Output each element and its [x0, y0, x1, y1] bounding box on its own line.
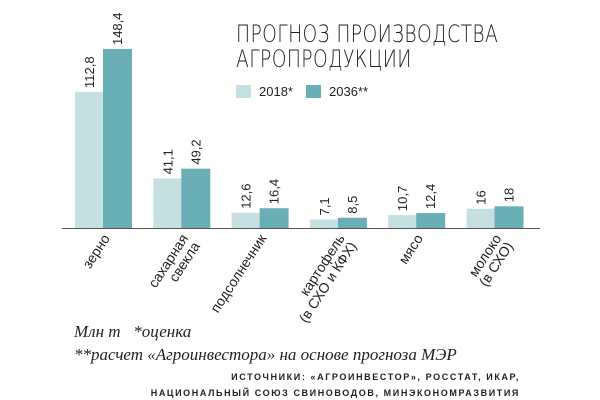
legend-label-2018: 2018* [259, 84, 293, 99]
legend-item-2036: 2036** [306, 84, 368, 99]
legend-swatch-2018 [236, 85, 251, 98]
value-label: 10,7 [395, 186, 410, 211]
bar-2018-3 [309, 219, 338, 228]
category-label-line: зерно [79, 231, 113, 271]
value-label: 41,1 [160, 149, 175, 174]
bar-2018-5 [466, 208, 495, 228]
estimate-note: *оценка [133, 322, 192, 341]
legend-item-2018: 2018* [236, 84, 293, 99]
value-label: 49,2 [188, 139, 203, 164]
value-label: 8,5 [345, 196, 360, 214]
chart-title-line2: АГРОПРОДУКЦИИ [236, 45, 412, 73]
value-label: 12,4 [423, 184, 438, 209]
category-label: подсолнечник [207, 230, 270, 315]
category-label: молоко(в СХО) [465, 231, 516, 289]
value-label: 12,6 [239, 183, 254, 208]
value-label: 16 [474, 190, 489, 204]
value-label: 112,8 [82, 56, 97, 88]
bar-2036-1 [181, 168, 211, 228]
bar-2018-2 [231, 212, 260, 228]
value-label: 18 [502, 188, 517, 202]
bar-2036-4 [416, 213, 446, 228]
value-label: 7,1 [317, 197, 332, 215]
bar-2018-1 [153, 178, 182, 228]
bar-2036-2 [259, 208, 289, 228]
category-label: картофель(в СХО и КФХ) [295, 231, 359, 325]
sources-line1: ИСТОЧНИКИ: «АГРОИНВЕСТОР», РОССТАТ, ИКАР… [231, 372, 520, 382]
unit-note: Млн т *оценка [74, 322, 191, 342]
category-label: мясо [395, 231, 426, 267]
value-label: 148,4 [110, 12, 125, 45]
category-label-line: подсолнечник [207, 230, 270, 315]
value-label: 16,4 [267, 179, 282, 204]
chart-title-line1: ПРОГНОЗ ПРОИЗВОДСТВА [236, 20, 499, 48]
category-label-line: мясо [395, 231, 426, 267]
category-label: зерно [79, 231, 113, 271]
legend-swatch-2036 [306, 85, 321, 98]
bar-2018-4 [388, 215, 417, 228]
unit-label: Млн т [74, 322, 121, 341]
bar-2036-5 [494, 206, 524, 228]
forecast-note: **расчет «Агроинвестора» на основе прогн… [74, 345, 457, 364]
bar-2018-0 [75, 91, 103, 229]
sources-line2: НАЦИОНАЛЬНЫЙ СОЮЗ СВИНОВОДОВ, МИНЭКОНОМР… [150, 388, 520, 398]
bar-2036-0 [103, 49, 132, 228]
legend-label-2036: 2036** [329, 84, 369, 99]
bar-2036-3 [337, 217, 367, 228]
chart-title: ПРОГНОЗ ПРОИЗВОДСТВА АГРОПРОДУКЦИИ [236, 22, 498, 72]
